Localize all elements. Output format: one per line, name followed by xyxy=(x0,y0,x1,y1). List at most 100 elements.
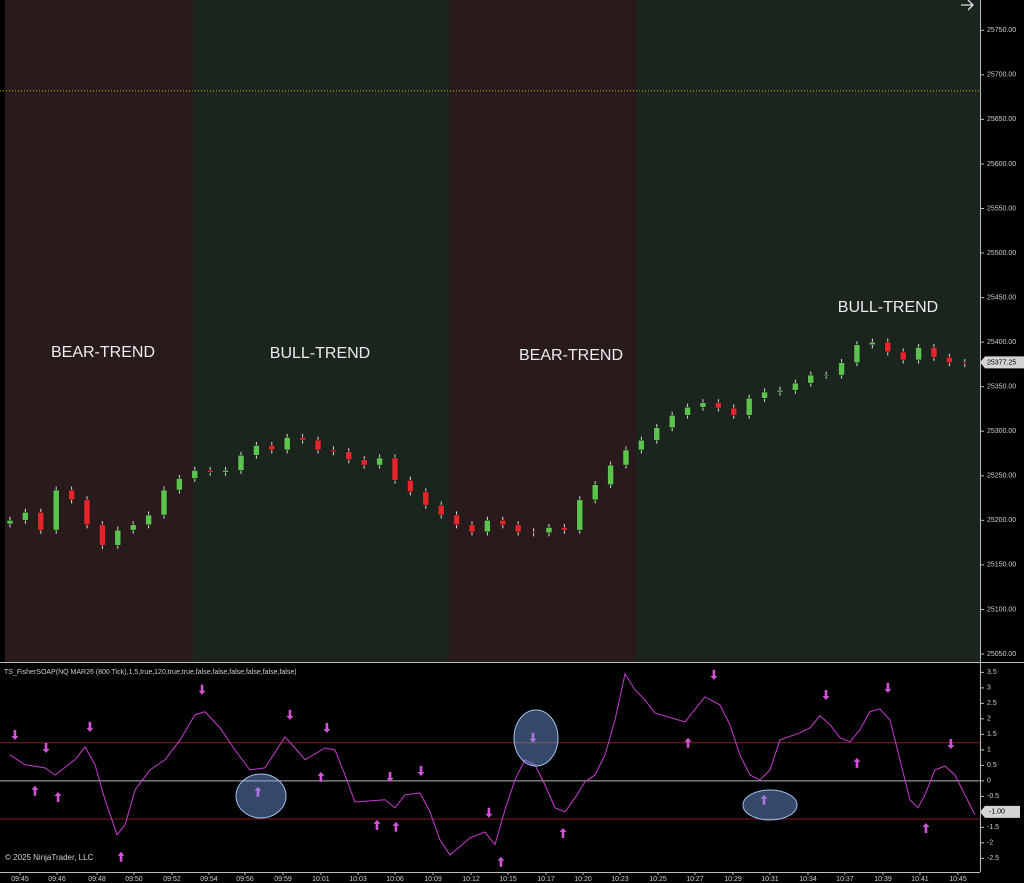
x-tick-label: 09:54 xyxy=(200,876,218,883)
down-arrow xyxy=(822,689,830,700)
x-tick-label: 10:29 xyxy=(724,876,742,883)
indicator-title: TS_FisherSOAP(NQ MAR26 (800 Tick),1,5,tr… xyxy=(4,669,297,676)
candle-body xyxy=(591,484,599,501)
trend-label: BEAR-TREND xyxy=(519,347,623,364)
y-tick-label: 25450.00 xyxy=(987,294,1016,301)
candle-body xyxy=(638,439,645,451)
candle-body xyxy=(268,445,276,451)
y-tick-label: 25650.00 xyxy=(987,116,1016,123)
y-tick-label: 3 xyxy=(987,685,991,692)
up-arrow xyxy=(254,786,262,797)
candle-body xyxy=(283,437,291,451)
x-tick-label: 10:34 xyxy=(799,876,817,883)
y-tick-label: 25700.00 xyxy=(987,72,1016,79)
candle-body xyxy=(129,524,137,531)
candle-body xyxy=(191,470,199,479)
up-arrow xyxy=(559,827,567,838)
candle-body xyxy=(761,391,768,399)
candle-body xyxy=(160,489,168,516)
candle-body xyxy=(730,407,738,416)
y-tick-label: 1 xyxy=(987,747,991,754)
last-price-box xyxy=(980,356,1024,369)
x-tick-label: 09:52 xyxy=(163,876,181,883)
candle-body xyxy=(930,347,938,358)
candle-body xyxy=(22,512,29,521)
candle-body xyxy=(437,504,445,516)
candle-body xyxy=(946,357,953,363)
candle-body xyxy=(37,512,45,531)
trend-region xyxy=(449,0,636,662)
candle-body xyxy=(407,479,414,493)
trend-region xyxy=(5,0,193,662)
y-tick-label: 25500.00 xyxy=(987,250,1016,257)
candle-body xyxy=(961,362,969,364)
candle-body xyxy=(915,347,922,361)
scroll-arrow[interactable] xyxy=(961,0,974,11)
up-arrow xyxy=(497,856,505,867)
up-arrow xyxy=(392,821,400,832)
down-arrow xyxy=(198,684,206,695)
candle-body xyxy=(145,514,152,526)
down-arrow xyxy=(529,732,537,743)
down-arrow xyxy=(884,682,892,693)
candle-body xyxy=(176,478,183,491)
x-tick-label: 10:25 xyxy=(649,876,667,883)
candle-body xyxy=(807,374,815,384)
candle-body xyxy=(822,374,830,377)
down-arrow xyxy=(417,765,425,776)
down-arrow xyxy=(323,722,331,733)
y-tick-label: -2.5 xyxy=(987,855,999,862)
last-value-label: -1.00 xyxy=(989,809,1005,816)
candle-body xyxy=(561,527,568,531)
down-arrow xyxy=(42,743,50,754)
candle-body xyxy=(237,455,245,471)
candle-body xyxy=(514,524,522,533)
y-tick-label: 25200.00 xyxy=(987,517,1016,524)
candle-body xyxy=(530,531,537,534)
candle-body xyxy=(776,390,784,393)
x-tick-label: 10:39 xyxy=(874,876,892,883)
y-tick-label: 25400.00 xyxy=(987,339,1016,346)
trend-label: BULL-TREND xyxy=(270,345,370,362)
y-tick-label: 1.5 xyxy=(987,731,997,738)
up-arrow xyxy=(684,737,692,748)
trend-label: BULL-TREND xyxy=(838,299,938,316)
candle-body xyxy=(715,402,722,409)
x-tick-label: 10:23 xyxy=(611,876,629,883)
y-tick-label: 25600.00 xyxy=(987,161,1016,168)
x-tick-label: 10:09 xyxy=(424,876,442,883)
x-tick-label: 09:59 xyxy=(274,876,292,883)
candle-body xyxy=(792,382,799,391)
down-arrow xyxy=(86,721,94,732)
x-tick-label: 09:46 xyxy=(48,876,66,883)
x-tick-label: 10:12 xyxy=(462,876,480,883)
candle-body xyxy=(314,439,322,451)
candle-body xyxy=(668,414,676,428)
candle-body xyxy=(884,341,892,353)
y-tick-label: 25100.00 xyxy=(987,606,1016,613)
candle-body xyxy=(653,427,661,441)
x-tick-label: 10:06 xyxy=(386,876,404,883)
y-tick-label: 25350.00 xyxy=(987,384,1016,391)
y-tick-label: 25150.00 xyxy=(987,562,1016,569)
y-tick-label: -1.5 xyxy=(987,824,999,831)
candle-body xyxy=(453,514,460,526)
candle-body xyxy=(869,341,876,346)
y-tick-label: 0.5 xyxy=(987,762,997,769)
y-tick-label: -0.5 xyxy=(987,793,999,800)
candle-body xyxy=(222,470,229,473)
candle-body xyxy=(206,470,214,473)
highlight-ellipse xyxy=(513,709,559,767)
x-tick-label: 09:50 xyxy=(125,876,143,883)
down-arrow xyxy=(485,807,493,818)
candle-body xyxy=(376,457,383,466)
down-arrow xyxy=(11,729,19,740)
candle-body xyxy=(114,529,122,546)
x-tick-label: 09:48 xyxy=(88,876,106,883)
x-tick-label: 10:01 xyxy=(312,876,330,883)
x-tick-label: 09:56 xyxy=(236,876,254,883)
y-tick-label: -2 xyxy=(987,840,993,847)
up-arrow xyxy=(54,791,62,802)
candle-body xyxy=(622,449,630,466)
